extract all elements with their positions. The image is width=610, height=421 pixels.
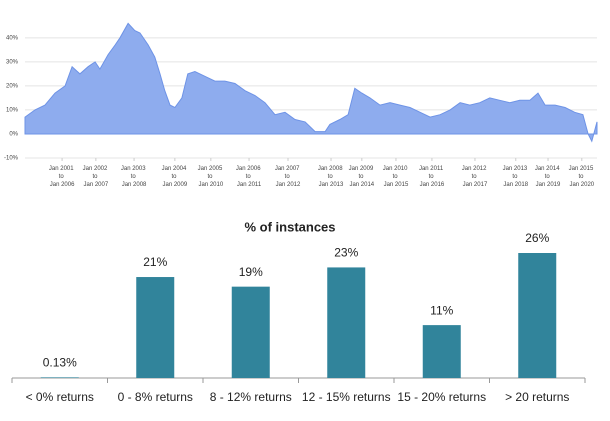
y-tick-label: 20% <box>6 83 19 89</box>
data-label: 19% <box>239 265 263 279</box>
x-tick-label: Jan 2014 to Jan 2019 <box>535 166 561 188</box>
y-tick-label: -10% <box>4 156 19 162</box>
x-tick-label: Jan 2004 to Jan 2009 <box>162 166 188 188</box>
bar <box>327 267 366 378</box>
x-tick-label: Jan 2007 to Jan 2012 <box>275 166 301 188</box>
data-label: 26% <box>525 231 549 245</box>
x-tick-label: Jan 2009 to Jan 2014 <box>349 166 375 188</box>
x-tick-label: Jan 2008 to Jan 2013 <box>318 166 344 188</box>
x-tick-label: Jan 2001 to Jan 2006 <box>49 166 75 188</box>
x-tick-label: Jan 2015 to Jan 2020 <box>569 166 595 188</box>
x-tick-label: 0 - 8% returns <box>118 390 193 404</box>
x-tick-label: 8 - 12% returns <box>210 390 292 404</box>
y-tick-label: 30% <box>6 59 19 65</box>
x-tick-label: Jan 2012 to Jan 2017 <box>462 166 488 188</box>
y-tick-label: 40% <box>6 35 19 41</box>
x-tick-label: Jan 2011 to Jan 2016 <box>419 166 445 188</box>
bar <box>136 277 175 378</box>
y-tick-label: 0% <box>9 132 18 138</box>
data-label: 0.13% <box>43 356 77 370</box>
x-tick-label: > 20 returns <box>505 390 569 404</box>
data-label: 21% <box>143 255 167 269</box>
chart-title: % of instances <box>244 219 335 234</box>
data-label: 23% <box>334 246 358 260</box>
x-tick-label: Jan 2002 to Jan 2007 <box>83 166 109 188</box>
x-tick-label: Jan 2005 to Jan 2010 <box>198 166 224 188</box>
x-tick-label: 15 - 20% returns <box>397 390 486 404</box>
bar <box>518 253 557 378</box>
bar <box>231 286 270 378</box>
x-tick-label: Jan 2006 to Jan 2011 <box>236 166 262 188</box>
bar <box>422 325 461 378</box>
x-tick-label: 12 - 15% returns <box>302 390 391 404</box>
data-label: 11% <box>430 303 453 317</box>
area <box>24 22 598 143</box>
x-tick-label: < 0% returns <box>26 390 94 404</box>
x-tick-label: Jan 2013 to Jan 2018 <box>503 166 529 188</box>
x-tick-label: Jan 2003 to Jan 2008 <box>121 166 147 188</box>
bar <box>40 377 79 378</box>
y-tick-label: 10% <box>6 108 19 114</box>
x-tick-label: Jan 2010 to Jan 2015 <box>383 166 409 188</box>
